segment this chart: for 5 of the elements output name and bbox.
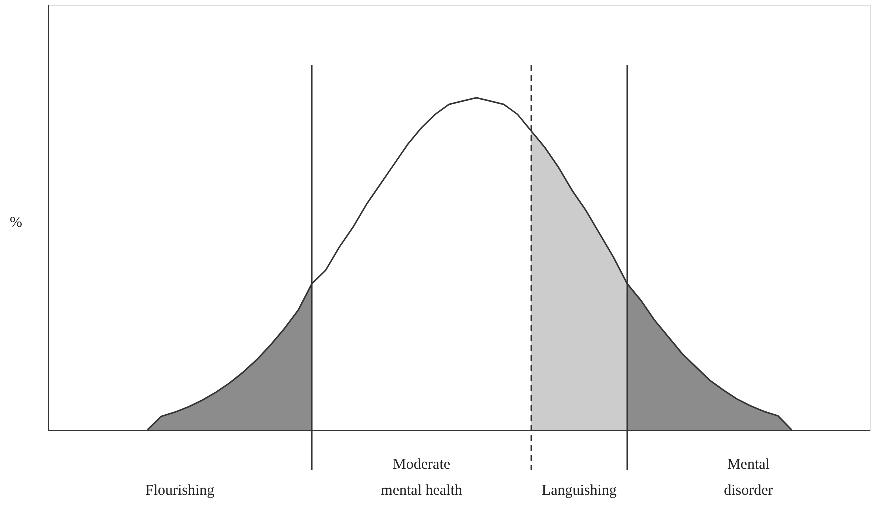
text: % <box>10 214 22 231</box>
text: Languishing <box>542 483 618 499</box>
text: Mental disorder <box>724 457 774 499</box>
text: Flourishing <box>145 483 216 499</box>
text: Moderate mental health <box>381 457 463 499</box>
